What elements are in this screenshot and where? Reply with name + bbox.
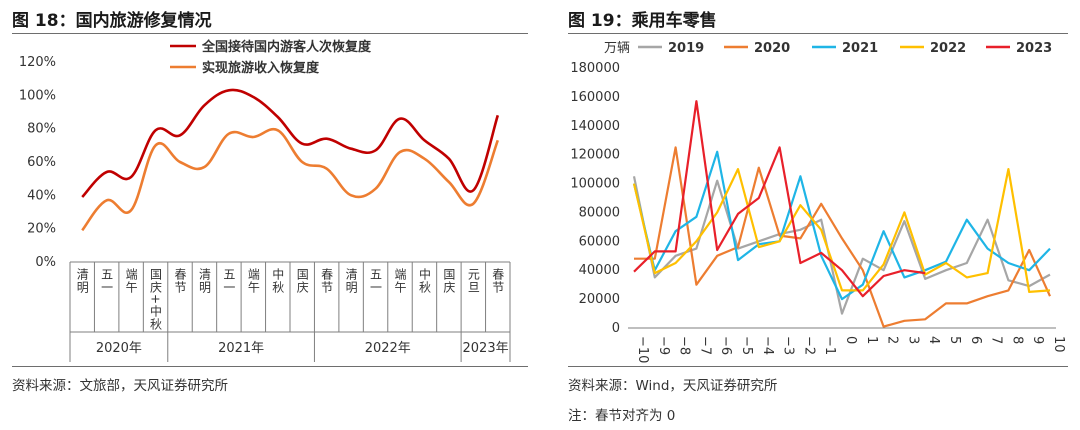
x-tick-label: 7 xyxy=(989,336,1004,344)
x-category-label: 五一 xyxy=(100,268,114,294)
x-category-label: 春节 xyxy=(173,268,187,294)
figure-19-note: 注：春节对齐为 0 xyxy=(568,408,676,424)
figure-18-title: 图 18：国内旅游修复情况 xyxy=(12,11,212,31)
x-tick-label: −8 xyxy=(677,336,692,355)
x-category-label: 春节 xyxy=(320,268,334,294)
x-group-label: 2023年 xyxy=(463,341,509,356)
x-category-label: 国庆 xyxy=(295,268,309,294)
legend-label: 2023 xyxy=(1016,41,1052,56)
figure-18-source: 资料来源：文旅部，天风证券研究所 xyxy=(12,378,228,394)
x-category-label: 端午 xyxy=(393,268,407,294)
x-category-label: 春节 xyxy=(491,268,505,294)
x-tick-label: 10 xyxy=(1051,336,1066,353)
figure-19-source: 资料来源：Wind，天风证券研究所 xyxy=(568,378,778,394)
x-category-label: 国庆+中秋 xyxy=(149,268,163,331)
y-tick-label: 0% xyxy=(35,255,56,270)
x-tick-label: 4 xyxy=(926,336,941,344)
y-tick-label: 20000 xyxy=(579,292,620,307)
y-tick-label: 60000 xyxy=(579,234,620,249)
figure-18-top-rule xyxy=(12,33,528,34)
x-tick-label: 9 xyxy=(1030,336,1045,344)
x-tick-label: 2 xyxy=(885,336,900,344)
legend-label: 2022 xyxy=(930,41,966,56)
x-tick-label: 1 xyxy=(864,336,879,344)
x-tick-label: 5 xyxy=(947,336,962,344)
x-category-label: 中秋 xyxy=(271,267,285,294)
series-line-2 xyxy=(81,127,500,232)
y-tick-label: 160000 xyxy=(570,90,620,105)
y-tick-label: 80% xyxy=(27,122,56,137)
x-tick-label: 3 xyxy=(905,336,920,344)
y-tick-label: 80000 xyxy=(579,205,620,220)
figure-19-top-rule xyxy=(568,33,1068,34)
x-category-label: 五一 xyxy=(369,268,383,294)
passenger-car-retail-chart: 0 20000 40000 60000 80000 100000 120000 140000 1… xyxy=(570,41,1066,363)
y-tick-label: 40% xyxy=(27,188,56,203)
x-group-label: 2020年 xyxy=(96,341,142,356)
legend-label: 2020 xyxy=(754,41,790,56)
x-category-label: 清明 xyxy=(344,268,358,294)
x-category-label: 端午 xyxy=(246,268,260,294)
x-category-label: 清明 xyxy=(197,268,211,294)
x-tick-label: 0 xyxy=(843,336,858,344)
series-line-2021 xyxy=(632,150,1051,301)
y-tick-label: 140000 xyxy=(570,119,620,134)
x-tick-label: 6 xyxy=(968,336,983,344)
x-group-label: 2021年 xyxy=(218,341,264,356)
legend-label: 全国接待国内游客人次恢复度 xyxy=(201,39,372,55)
x-tick-label: −10 xyxy=(635,336,650,363)
y-tick-label: 60% xyxy=(27,155,56,170)
y-tick-label: 40000 xyxy=(579,263,620,278)
x-tick-label: −3 xyxy=(781,336,796,355)
x-tick-label: −9 xyxy=(656,336,671,355)
domestic-tourism-recovery-chart: 0%20%40%60%80%100%120%清明 五一 端午 国庆+中秋 春节 清明 五一端… xyxy=(19,39,511,362)
x-tick-label: −5 xyxy=(739,336,754,355)
figure-19-title: 图 19：乘用车零售 xyxy=(568,11,717,31)
y-unit-label: 万辆 xyxy=(604,41,630,56)
figure-19-panel: 图 19：乘用车零售 0 20000 40000 60000 80000 100000 12… xyxy=(556,0,1080,430)
figure-18-panel: 图 18：国内旅游修复情况 0% 20% 40% 60% 80% 100% 120% 清明 五一… xyxy=(12,11,528,394)
x-category-label: 中秋 xyxy=(417,267,431,294)
series-line-2020 xyxy=(634,146,1052,328)
series-line-2023 xyxy=(633,100,926,298)
figure-18-bottom-rule xyxy=(12,366,528,367)
x-tick-label: −6 xyxy=(718,336,733,355)
y-tick-label: 120% xyxy=(19,55,56,70)
y-tick-label: 20% xyxy=(27,222,56,237)
y-tick-label: 0 xyxy=(612,321,620,336)
series-line-2022 xyxy=(632,168,1051,293)
x-tick-label: −1 xyxy=(822,336,837,355)
series-line-1 xyxy=(81,88,500,198)
x-tick-label: 8 xyxy=(1009,336,1024,344)
x-group-label: 2022年 xyxy=(365,341,411,356)
y-tick-label: 100% xyxy=(19,88,56,103)
legend-label: 实现旅游收入恢复度 xyxy=(202,60,320,76)
x-category-label: 清明 xyxy=(75,268,89,294)
x-category-label: 五一 xyxy=(222,268,236,294)
legend-label: 2021 xyxy=(842,41,878,56)
y-tick-label: 100000 xyxy=(570,177,620,192)
series-line-2019 xyxy=(632,176,1051,315)
x-category-label: 端午 xyxy=(124,268,138,294)
figure-19-bottom-rule xyxy=(568,366,1068,367)
x-category-label: 国庆 xyxy=(442,268,456,294)
x-tick-label: −4 xyxy=(760,336,775,355)
x-category-label: 元旦 xyxy=(466,268,480,294)
x-tick-label: −2 xyxy=(801,336,816,355)
x-tick-label: −7 xyxy=(697,336,712,355)
y-tick-label: 180000 xyxy=(570,61,620,76)
y-tick-label: 120000 xyxy=(570,148,620,163)
legend-label: 2019 xyxy=(668,41,704,56)
